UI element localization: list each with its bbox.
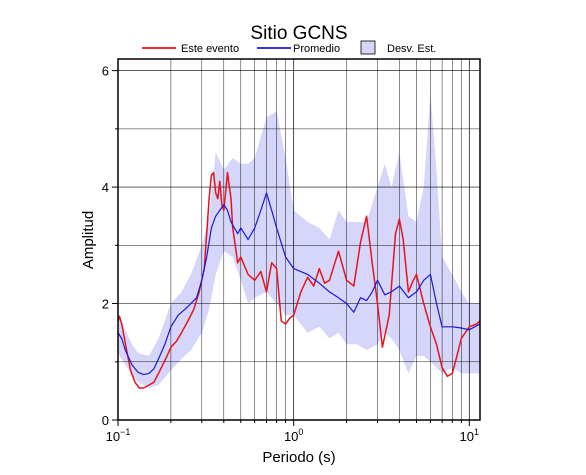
x-tick-label-2: 101 xyxy=(460,427,479,444)
y-tick-label-1: 2 xyxy=(102,297,109,312)
x-tick-exp-0: −1 xyxy=(120,427,130,437)
ticks xyxy=(112,70,470,426)
legend: Este evento Promedio Desv. Est. xyxy=(142,40,436,55)
legend-label-promedio: Promedio xyxy=(293,43,340,55)
series-line-promedio xyxy=(118,192,480,376)
x-tick-base-1: 10 xyxy=(284,429,298,444)
x-tick-label-0: 10−1 xyxy=(106,427,131,444)
y-tick-label-3: 6 xyxy=(102,64,109,79)
chart-title: Sitio GCNS xyxy=(250,23,347,44)
x-tick-base-2: 10 xyxy=(460,429,474,444)
x-axis-label: Periodo (s) xyxy=(262,449,335,466)
plot-frame xyxy=(117,58,481,421)
legend-label-este-evento: Este evento xyxy=(181,43,239,55)
y-tick-label-2: 4 xyxy=(102,180,109,195)
x-tick-label-1: 100 xyxy=(284,427,303,444)
x-tick-exp-2: 1 xyxy=(474,427,479,437)
legend-label-desv-est: Desv. Est. xyxy=(387,43,436,55)
std-band-layer xyxy=(118,93,480,389)
series-layer xyxy=(118,171,480,389)
x-tick-base-0: 10 xyxy=(106,429,120,444)
y-tick-label-0: 0 xyxy=(102,413,109,428)
series-line-este-evento xyxy=(118,171,480,389)
legend-swatch-desv-est xyxy=(360,40,376,55)
std-band xyxy=(118,93,480,389)
y-axis-label: Amplitud xyxy=(80,211,97,269)
grid xyxy=(118,59,480,420)
x-tick-exp-1: 0 xyxy=(298,427,303,437)
